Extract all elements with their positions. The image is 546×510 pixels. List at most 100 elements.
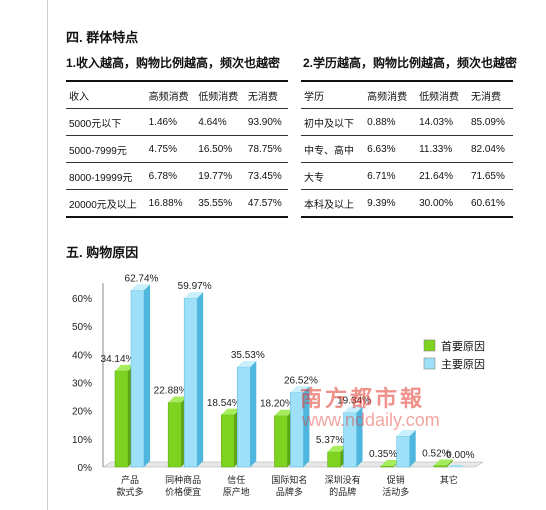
table-header-cell: 收入 (66, 80, 146, 109)
table-cell: 6.78% (145, 162, 196, 190)
x-category-label: 同种商品 (165, 474, 201, 486)
y-tick-label: 50% (72, 322, 92, 333)
table-header-cell: 高频消费 (145, 80, 196, 109)
newspaper-watermark-url: www.nddaily.com (302, 410, 440, 430)
bar-main-reason-side (144, 284, 150, 467)
table-cell: 16.88% (145, 189, 196, 218)
bar-main-reason-side (197, 292, 204, 467)
data-label: 18.20% (260, 399, 294, 410)
table-cell: 4.75% (145, 135, 196, 163)
data-label: 0.00% (446, 450, 474, 461)
legend-label: 主要原因 (441, 358, 485, 371)
data-label: 18.54% (207, 398, 241, 409)
bar-main-reason (396, 435, 410, 468)
table-cell: 71.65% (467, 162, 513, 190)
table-header-cell: 高频消费 (364, 80, 417, 109)
table-header-cell: 低频消费 (195, 80, 245, 109)
bar-primary-reason (327, 451, 341, 468)
table-cell: 本科及以上 (301, 189, 365, 218)
x-category-label: 款式多 (116, 486, 143, 498)
bar-main-reason-top (396, 430, 416, 437)
data-label: 34.14% (101, 354, 135, 365)
x-category-label: 的品牌 (329, 486, 356, 498)
table-cell: 初中及以下 (301, 108, 365, 136)
bar-primary-reason (114, 370, 129, 468)
table-row: 5000-7999元 4.75% 16.50% 78.75% (66, 135, 288, 163)
bar-main-reason-top (184, 292, 204, 299)
table-row: 本科及以上 9.39% 30.00% 60.61% (301, 189, 513, 218)
bar-main-reason-top (343, 406, 363, 413)
table-cell: 大专 (301, 162, 365, 190)
data-label: 59.97% (178, 281, 212, 292)
table-cell: 78.75% (244, 135, 288, 163)
table-row: 5000元以下 1.46% 4.64% 93.90% (66, 108, 288, 136)
education-table: 学历 高频消费 低频消费 无消费 初中及以下 0.88% 14.03% 85.0… (301, 80, 513, 218)
table-cell: 21.64% (416, 162, 468, 190)
table-cell: 73.45% (244, 162, 288, 190)
data-label: 5.37% (316, 435, 344, 446)
x-category-label: 深圳没有 (325, 474, 361, 486)
table-header-row: 收入 高频消费 低频消费 无消费 (66, 80, 288, 109)
bar-primary-reason (274, 415, 288, 468)
bar-main-reason (449, 465, 463, 467)
table-cell: 8000-19999元 (66, 162, 146, 190)
section5-title: 五. 购物原因 (66, 245, 139, 260)
x-category-label: 促销 (387, 474, 405, 486)
table-cell: 9.39% (364, 189, 417, 218)
x-category-label: 其它 (440, 474, 458, 486)
y-tick-label: 40% (72, 350, 92, 361)
x-category-label: 品牌多 (276, 486, 303, 498)
bar-primary-reason-top (221, 408, 241, 415)
table-cell: 60.61% (467, 189, 513, 218)
page-left-rule (47, 0, 48, 510)
bar-main-reason-top (237, 360, 257, 367)
data-label: 0.35% (369, 449, 397, 460)
legend-swatch (423, 339, 436, 352)
table-row: 中专、高中 6.63% 11.33% 82.04% (301, 135, 513, 163)
y-tick-label: 60% (72, 294, 92, 305)
y-tick-label: 0% (78, 463, 93, 474)
x-category-label: 国际知名 (271, 474, 307, 486)
table-header-cell: 无消费 (244, 80, 288, 109)
bar-primary-reason (167, 402, 182, 468)
table-cell: 93.90% (244, 108, 288, 136)
table-cell: 中专、高中 (301, 135, 365, 163)
data-label: 19.34% (337, 396, 371, 407)
bar-main-reason (237, 366, 251, 468)
table-cell: 4.64% (195, 108, 245, 136)
bar-primary-reason-top (327, 445, 347, 452)
income-table: 收入 高频消费 低频消费 无消费 5000元以下 1.46% 4.64% 93.… (66, 80, 288, 218)
bar-primary-reason (433, 465, 448, 468)
legend-label: 首要原因 (441, 339, 485, 353)
table-cell: 5000-7999元 (66, 135, 146, 163)
bar-main-reason-side (409, 430, 416, 467)
bar-primary-reason-side (446, 459, 453, 467)
table-cell: 16.50% (195, 135, 245, 163)
table-cell: 35.55% (195, 189, 245, 218)
table2-title: 2.学历越高，购物比例越高，频次也越密 (303, 56, 518, 70)
table-cell: 6.71% (364, 162, 417, 190)
table-row: 20000元及以上 16.88% 35.55% 47.57% (66, 189, 288, 218)
x-category-label: 信任 (227, 474, 245, 486)
bar-primary-reason-top (274, 409, 294, 416)
bar-primary-reason-top (380, 460, 400, 467)
table-cell: 20000元及以上 (66, 189, 146, 218)
data-label: 35.53% (231, 350, 265, 361)
x-category-label: 原产地 (223, 486, 250, 498)
x-category-label: 产品 (121, 474, 139, 486)
bar-main-reason-top (131, 284, 150, 291)
table-header-cell: 低频消费 (416, 80, 468, 109)
table-cell: 30.00% (416, 189, 468, 218)
table-cell: 5000元以下 (66, 108, 146, 136)
data-label: 22.88% (154, 386, 188, 397)
table-row: 初中及以下 0.88% 14.03% 85.09% (301, 108, 513, 136)
bar-main-reason-side (250, 360, 257, 467)
y-tick-label: 30% (72, 379, 92, 390)
table-cell: 6.63% (364, 135, 417, 163)
bar-main-reason-top (290, 386, 310, 393)
x-category-label: 价格便宜 (165, 486, 201, 498)
table-row: 8000-19999元 6.78% 19.77% 73.45% (66, 162, 288, 190)
bar-main-reason (183, 297, 198, 468)
table1-title: 1.收入越高，购物比例越高，频次也越密 (66, 56, 281, 70)
